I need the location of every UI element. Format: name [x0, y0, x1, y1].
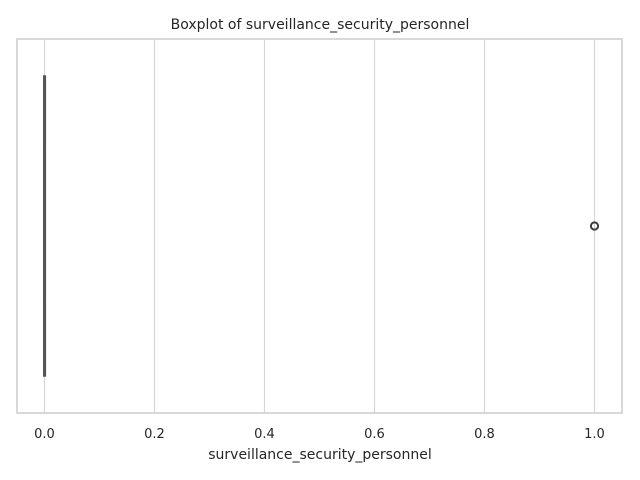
x-tick-label: 1.0: [584, 427, 605, 442]
x-tick-label: 0.2: [144, 427, 165, 442]
x-tick-labels: 0.0 0.2 0.4 0.6 0.8 1.0: [34, 427, 605, 442]
x-tick-label: 0.0: [34, 427, 55, 442]
plot-frame: [16, 38, 623, 414]
grid-lines: [43, 39, 596, 413]
chart-title: Boxplot of surveillance_security_personn…: [171, 17, 470, 33]
box-plot: [43, 75, 47, 377]
x-tick-label: 0.8: [474, 427, 495, 442]
outliers: [589, 221, 600, 231]
x-axis-label: surveillance_security_personnel: [208, 447, 432, 463]
outlier-point: [589, 221, 600, 231]
x-tick-label: 0.4: [254, 427, 275, 442]
x-tick-label: 0.6: [364, 427, 385, 442]
